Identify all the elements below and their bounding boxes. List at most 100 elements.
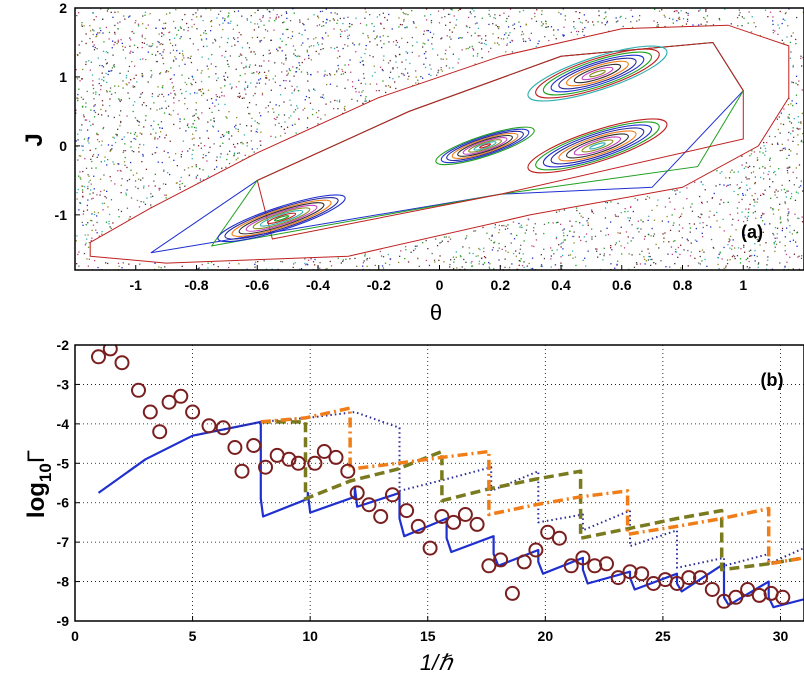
chaotic-point (651, 258, 653, 261)
chaotic-point (499, 14, 501, 17)
chaotic-point (332, 18, 334, 20)
chaotic-point (564, 19, 566, 21)
chaotic-point (737, 171, 739, 173)
chaotic-point (92, 224, 95, 226)
chaotic-sea-points (75, 8, 804, 270)
chaotic-point (657, 24, 659, 26)
chaotic-point (516, 234, 518, 236)
chaotic-point (751, 16, 753, 18)
chaotic-point (797, 116, 799, 118)
chaotic-point (741, 25, 743, 27)
chaotic-point (84, 119, 86, 121)
chaotic-point (398, 76, 400, 78)
chaotic-point (177, 113, 179, 115)
chaotic-point (190, 55, 192, 57)
chaotic-point (203, 32, 205, 34)
chaotic-point (696, 240, 698, 242)
chaotic-point (193, 23, 195, 26)
chaotic-point (788, 211, 790, 213)
chaotic-point (89, 37, 91, 40)
chaotic-point (732, 254, 735, 257)
chaotic-point (95, 167, 97, 169)
chaotic-point (228, 111, 230, 113)
chaotic-point (505, 20, 507, 22)
chaotic-point (445, 58, 448, 60)
chaotic-point (150, 204, 152, 206)
chaotic-point (308, 97, 310, 99)
chaotic-point (307, 80, 309, 82)
chaotic-point (130, 132, 132, 134)
chaotic-point (260, 115, 262, 117)
chaotic-point (134, 117, 137, 119)
chaotic-point (138, 178, 140, 180)
chaotic-point (543, 232, 545, 235)
chaotic-point (132, 51, 134, 53)
chaotic-point (676, 20, 678, 22)
chaotic-point (792, 127, 794, 129)
chaotic-point (83, 138, 86, 140)
chaotic-point (666, 215, 668, 218)
chaotic-point (106, 190, 108, 192)
chaotic-point (532, 230, 535, 232)
chaotic-point (585, 19, 587, 22)
chaotic-point (340, 73, 342, 75)
chaotic-point (676, 10, 678, 12)
chaotic-point (107, 159, 109, 161)
chaotic-point (195, 166, 198, 168)
chaotic-point (123, 15, 125, 17)
chaotic-point (756, 201, 758, 203)
chaotic-point (134, 65, 136, 67)
chaotic-point (159, 108, 161, 110)
chaotic-point (620, 226, 622, 228)
chaotic-point (107, 206, 109, 208)
chaotic-point (723, 201, 725, 204)
chaotic-point (254, 263, 256, 265)
chaotic-point (607, 234, 610, 236)
chaotic-point (773, 234, 775, 236)
chaotic-point (102, 32, 104, 34)
chaotic-point (296, 105, 298, 107)
chaotic-point (167, 172, 169, 174)
chaotic-point (501, 225, 503, 227)
chaotic-point (131, 31, 133, 33)
chaotic-point (792, 130, 794, 132)
chaotic-point (555, 236, 558, 238)
chaotic-point (215, 159, 218, 162)
chaotic-point (149, 108, 152, 110)
chaotic-point (146, 43, 148, 46)
chaotic-point (183, 29, 185, 31)
chaotic-point (89, 149, 91, 151)
chaotic-point (196, 174, 199, 176)
chaotic-point (531, 257, 534, 259)
chaotic-point (118, 114, 121, 116)
chaotic-point (522, 33, 525, 35)
chaotic-point (329, 20, 331, 22)
chaotic-point (655, 243, 657, 246)
chaotic-point (163, 49, 165, 51)
chaotic-point (579, 21, 582, 23)
chaotic-point (197, 49, 199, 51)
chaotic-point (509, 266, 511, 269)
chaotic-point (178, 65, 180, 67)
chaotic-point (237, 128, 239, 131)
chaotic-point (785, 196, 787, 198)
chaotic-point (169, 140, 171, 142)
chaotic-point (389, 71, 392, 73)
chaotic-point (677, 12, 680, 14)
chaotic-point (81, 189, 84, 191)
chaotic-point (497, 27, 500, 30)
chaotic-point (795, 94, 798, 96)
chaotic-point (427, 248, 429, 250)
chaotic-point (528, 37, 530, 40)
chaotic-point (140, 93, 142, 95)
chaotic-point (157, 95, 159, 97)
chaotic-point (506, 37, 509, 39)
chaotic-point (582, 224, 584, 226)
chaotic-point (414, 245, 417, 247)
chaotic-point (447, 13, 450, 15)
chaotic-point (91, 198, 93, 200)
chaotic-point (562, 241, 565, 243)
chaotic-point (258, 65, 261, 67)
chaotic-point (302, 42, 304, 44)
